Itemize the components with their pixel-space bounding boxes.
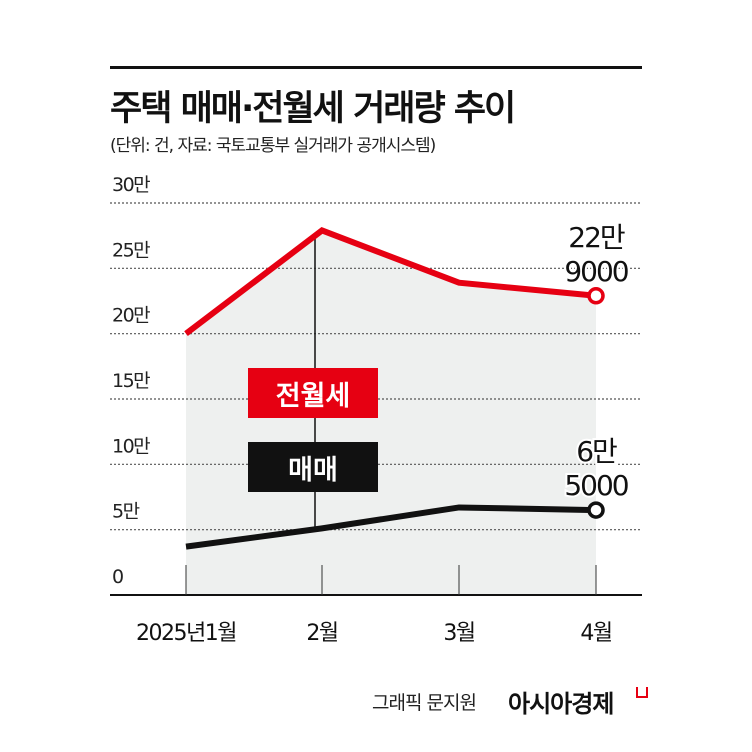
end-label-sale-line2: 5000 <box>564 469 627 502</box>
legend-sale-label: 매매 <box>288 455 338 486</box>
y-tick-label: 20만 <box>112 305 150 327</box>
area-fill <box>186 230 596 595</box>
y-tick-label: 15만 <box>112 370 150 392</box>
chart-subtitle: (단위: 건, 자료: 국토교통부 실거래가 공개시스템) <box>110 136 436 156</box>
y-tick-label: 0 <box>112 566 123 588</box>
x-tick-label: 2월 <box>306 621 337 646</box>
brand-logo: 아시아경제 <box>508 690 614 718</box>
legend-rent-label: 전월세 <box>276 381 351 412</box>
x-tick-label: 3월 <box>443 621 474 646</box>
end-label-sale-line1: 6만 <box>576 435 617 468</box>
legend-rent-box <box>248 368 378 418</box>
end-label-rent-line1: 22만 <box>568 221 625 254</box>
y-tick-label: 25만 <box>112 239 150 261</box>
top-rule <box>110 66 642 69</box>
y-tick-label: 10만 <box>112 435 150 457</box>
legend-sale-box <box>248 442 378 492</box>
chart-title: 주택 매매·전월세 거래량 추이 <box>110 89 516 129</box>
y-tick-label: 30만 <box>112 174 150 196</box>
y-tick-label: 5만 <box>112 501 140 523</box>
series-line-rent <box>184 227 597 337</box>
end-label-rent-line2: 9000 <box>564 255 627 288</box>
series-end-point-sale <box>587 501 605 519</box>
series-line-sale <box>185 504 597 550</box>
x-tick-label: 2025년1월 <box>136 621 236 646</box>
series-end-point-rent <box>587 287 605 305</box>
graphic-credit: 그래픽 문지원 <box>372 692 477 714</box>
brand-mark-icon <box>636 687 648 698</box>
x-tick-label: 4월 <box>580 621 611 646</box>
